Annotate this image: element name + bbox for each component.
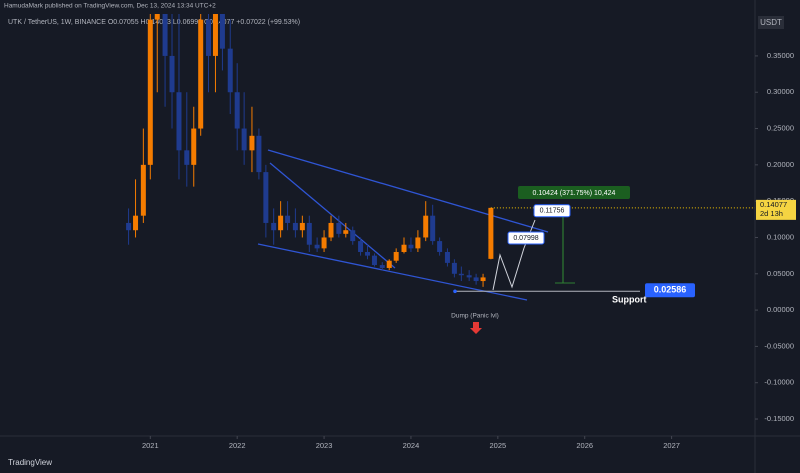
y-tick-label: 0.20000	[767, 160, 794, 169]
channel-top	[267, 149, 549, 233]
last-price: 0.14077	[760, 200, 787, 209]
candle-body	[198, 19, 204, 129]
candle-body	[336, 222, 342, 234]
currency: USDT	[760, 18, 782, 27]
candle-body	[314, 244, 320, 249]
dump-label: Dump (Panic lvl)	[451, 313, 499, 320]
countdown: 2d 13h	[760, 209, 783, 218]
candle-body	[371, 255, 377, 266]
y-tick-label: 0.25000	[767, 124, 794, 133]
publish-info: HamudaMark published on TradingView.com,…	[4, 3, 216, 10]
candle-body	[480, 277, 486, 282]
support-price-box	[645, 283, 695, 298]
y-tick-label: -0.15000	[764, 414, 794, 423]
candle-body	[191, 128, 197, 165]
support-dot	[453, 289, 457, 294]
x-tick-label: 2021	[142, 441, 159, 450]
channel-bottom	[257, 243, 528, 301]
candle-body	[321, 237, 327, 249]
candle-body	[408, 244, 414, 249]
measure-box	[518, 186, 630, 199]
target-label: 0.07998	[513, 235, 538, 242]
candle-body	[343, 230, 349, 234]
candle-body	[169, 55, 175, 93]
candle-body	[263, 172, 269, 223]
candle-body	[285, 215, 291, 223]
x-tick-label: 2027	[663, 441, 680, 450]
trend-line	[269, 162, 396, 269]
symbol-info: UTK / TetherUS, 1W, BINANCE O0.07055 H0.…	[8, 19, 300, 26]
candle-body	[393, 251, 399, 261]
candle-body	[444, 251, 450, 263]
candle-body	[126, 222, 132, 231]
dump-arrow	[470, 322, 482, 334]
candle-body	[140, 164, 146, 216]
candle-body	[458, 273, 464, 276]
candle-body	[350, 230, 356, 242]
support-label: Support	[612, 295, 647, 305]
y-tick-label: -0.10000	[764, 378, 794, 387]
candle-body	[466, 275, 472, 278]
candle-body	[212, 14, 218, 56]
candle-body	[292, 222, 298, 231]
candle-body	[133, 215, 139, 231]
candle-body	[227, 48, 233, 93]
candle-body	[206, 19, 212, 56]
candle-body	[306, 222, 312, 245]
y-tick-label: 0.05000	[767, 269, 794, 278]
target-box	[507, 231, 545, 245]
y-tick-label: 0.35000	[767, 51, 794, 60]
x-tick-label: 2023	[316, 441, 333, 450]
candle-body	[386, 260, 392, 268]
plot-area	[126, 14, 575, 334]
candle-body	[415, 237, 421, 249]
target-label: 0.11756	[540, 208, 565, 215]
candle-body	[219, 14, 225, 49]
x-tick-label: 2022	[229, 441, 246, 450]
candle-body	[437, 241, 443, 252]
candle-body	[379, 265, 385, 268]
candle-body	[401, 244, 407, 252]
projection	[492, 247, 525, 291]
candle-body	[278, 215, 284, 231]
candle-body	[256, 135, 262, 173]
candle-body	[299, 222, 305, 231]
candle-body	[423, 215, 429, 238]
candle-body	[488, 207, 494, 259]
currency-box	[758, 16, 784, 29]
candle-body	[271, 222, 277, 231]
last-price-box	[756, 199, 796, 220]
candle-body	[184, 150, 190, 165]
y-tick-label: 0.10000	[767, 232, 794, 241]
candle-body	[249, 135, 255, 151]
x-tick-label: 2025	[489, 441, 506, 450]
candle-body	[176, 92, 182, 151]
candle-body	[162, 14, 168, 56]
candle-body	[241, 128, 247, 151]
measure-label: 0.10424 (371.75%) 10,424	[533, 190, 616, 197]
candle-body	[154, 14, 160, 20]
brand: TradingView	[8, 458, 52, 467]
support-price: 0.02586	[654, 285, 687, 295]
y-tick-label: 0.00000	[767, 305, 794, 314]
candle-body	[328, 222, 334, 238]
candle-body	[473, 277, 479, 282]
candle-body	[451, 262, 457, 274]
y-tick-label: -0.05000	[764, 341, 794, 350]
x-tick-label: 2026	[576, 441, 593, 450]
candle-body	[358, 241, 364, 252]
target-box	[533, 204, 571, 218]
candle-body	[430, 215, 436, 242]
candle-body	[147, 19, 153, 165]
y-tick-label: 0.30000	[767, 87, 794, 96]
x-tick-label: 2024	[403, 441, 420, 450]
candle-body	[234, 92, 240, 129]
candle-body	[365, 251, 371, 256]
